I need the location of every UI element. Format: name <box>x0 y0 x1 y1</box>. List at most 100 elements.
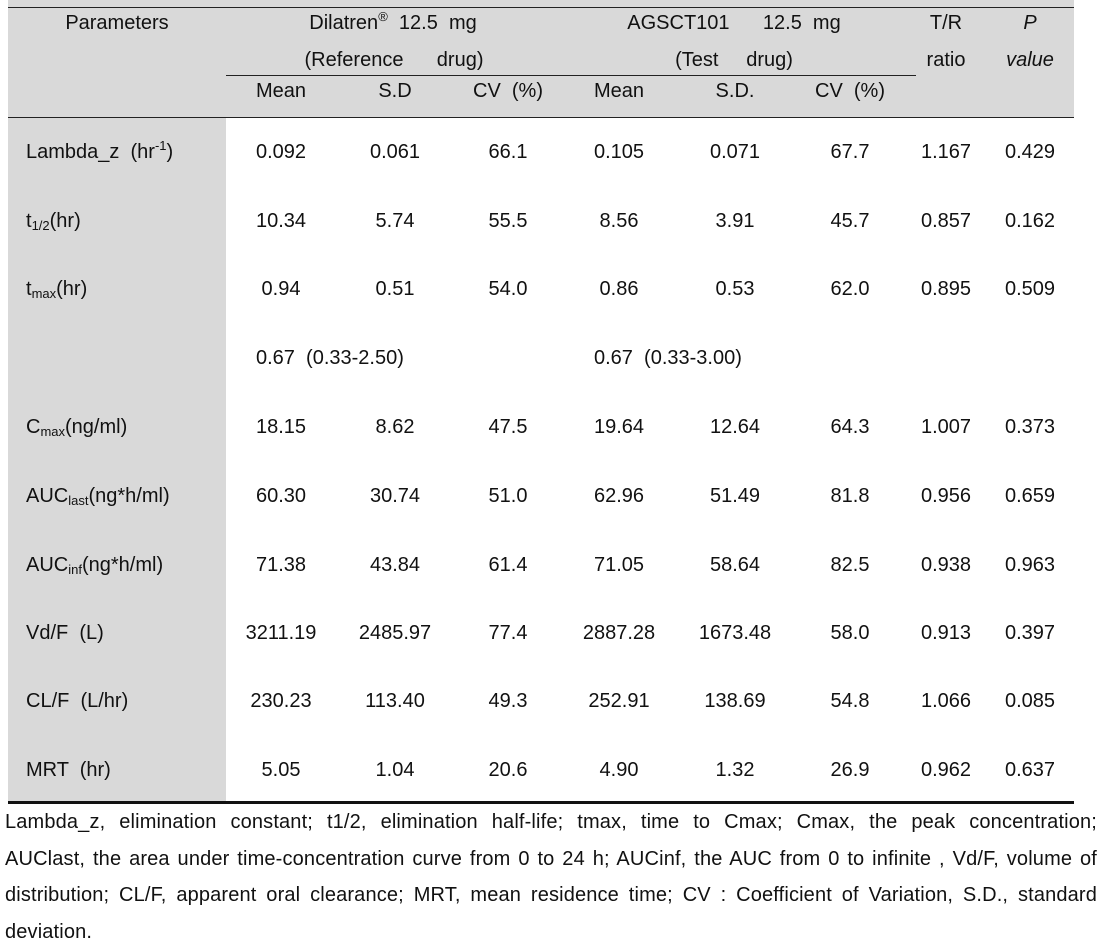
row-label: Vd/F (L) <box>26 622 104 644</box>
cell-ref-mean: 5.05 <box>261 759 301 781</box>
cell-test-sd: 3.91 <box>715 210 755 232</box>
cell-ref-sd: 113.40 <box>365 690 425 712</box>
cell-test-mean: 8.56 <box>599 210 639 232</box>
cell-ref-cv: 61.4 <box>488 554 528 576</box>
cell-test-sd: 51.49 <box>709 485 761 507</box>
cell-p-value: 0.085 <box>1004 690 1056 712</box>
subheader-test-mean: Mean <box>593 80 645 102</box>
cell-ref-cv: 49.3 <box>488 690 528 712</box>
row-label: Lambda_z (hr-1) <box>26 138 174 163</box>
cell-p-value: 0.963 <box>1004 554 1056 576</box>
top-rule <box>8 7 1074 8</box>
cell-test-cv: 26.9 <box>830 759 870 781</box>
cell-test-mean: 4.90 <box>599 759 639 781</box>
cell-test-sd: 0.071 <box>709 141 761 163</box>
header-bottom-rule <box>8 117 1074 118</box>
cell-test-cv: 58.0 <box>830 622 870 644</box>
cell-tr-ratio: 1.007 <box>920 416 972 438</box>
cell-test-mean: 71.05 <box>593 554 645 576</box>
cell-ref-cv: 20.6 <box>488 759 528 781</box>
subheader-ref-sd: S.D <box>378 80 412 102</box>
cell-test-median-range: 0.67 (0.33-3.00) <box>594 347 742 369</box>
cell-ref-mean: 10.34 <box>255 210 307 232</box>
cell-test-mean: 62.96 <box>593 485 645 507</box>
subheader-ref-cv: CV (%) <box>473 80 543 102</box>
cell-ref-cv: 55.5 <box>488 210 528 232</box>
cell-ref-mean: 0.092 <box>255 141 307 163</box>
cell-ref-sd: 1.04 <box>375 759 415 781</box>
cell-test-mean: 0.86 <box>599 278 639 300</box>
cell-ref-sd: 2485.97 <box>358 622 432 644</box>
cell-tr-ratio: 1.066 <box>920 690 972 712</box>
cell-ref-median-range: 0.67 (0.33-2.50) <box>256 347 404 369</box>
cell-tr-ratio: 0.857 <box>920 210 972 232</box>
header-test-drug-role: (Test drug) <box>675 49 793 71</box>
cell-ref-cv: 47.5 <box>488 416 528 438</box>
cell-test-cv: 62.0 <box>830 278 870 300</box>
cell-ref-mean: 18.15 <box>255 416 307 438</box>
cell-ref-cv: 51.0 <box>488 485 528 507</box>
cell-ref-sd: 43.84 <box>369 554 421 576</box>
cell-tr-ratio: 0.938 <box>920 554 972 576</box>
cell-ref-mean: 60.30 <box>255 485 307 507</box>
header-shading <box>8 0 1074 118</box>
cell-test-cv: 67.7 <box>830 141 870 163</box>
cell-test-sd: 12.64 <box>709 416 761 438</box>
row-label: tmax(hr) <box>26 278 88 301</box>
cell-p-value: 0.659 <box>1004 485 1056 507</box>
row-label: AUClast(ng*h/ml) <box>26 485 170 508</box>
cell-ref-sd: 0.061 <box>369 141 421 163</box>
cell-ref-cv: 66.1 <box>488 141 528 163</box>
pk-parameters-table: Parameters Dilatren® 12.5 mg (Reference … <box>8 0 1074 806</box>
group-underline <box>226 75 916 76</box>
cell-ref-mean: 71.38 <box>255 554 307 576</box>
cell-test-cv: 64.3 <box>830 416 870 438</box>
cell-test-sd: 1673.48 <box>698 622 772 644</box>
header-reference-drug-role: (Reference drug) <box>304 49 484 71</box>
cell-test-cv: 54.8 <box>830 690 870 712</box>
cell-ref-sd: 8.62 <box>375 416 415 438</box>
header-tr-ratio-line2: ratio <box>926 49 966 71</box>
cell-ref-mean: 230.23 <box>250 690 312 712</box>
cell-p-value: 0.429 <box>1004 141 1056 163</box>
cell-test-mean: 252.91 <box>588 690 650 712</box>
cell-test-mean: 19.64 <box>593 416 645 438</box>
row-label: CL/F (L/hr) <box>26 690 129 712</box>
cell-ref-mean: 0.94 <box>261 278 301 300</box>
header-parameters: Parameters <box>65 12 169 34</box>
row-label: t1/2(hr) <box>26 210 81 233</box>
cell-test-sd: 58.64 <box>709 554 761 576</box>
row-label: AUCinf(ng*h/ml) <box>26 554 164 577</box>
cell-tr-ratio: 0.895 <box>920 278 972 300</box>
cell-test-cv: 81.8 <box>830 485 870 507</box>
cell-tr-ratio: 1.167 <box>920 141 972 163</box>
cell-ref-cv: 54.0 <box>488 278 528 300</box>
cell-tr-ratio: 0.962 <box>920 759 972 781</box>
header-test-drug-name: AGSCT101 12.5 mg <box>627 12 841 34</box>
row-label: MRT (hr) <box>26 759 111 781</box>
header-p-value-line2: value <box>1006 49 1054 71</box>
cell-test-mean: 2887.28 <box>582 622 656 644</box>
cell-tr-ratio: 0.956 <box>920 485 972 507</box>
cell-test-sd: 1.32 <box>715 759 755 781</box>
cell-test-cv: 45.7 <box>830 210 870 232</box>
cell-test-sd: 138.69 <box>704 690 766 712</box>
header-tr-ratio-line1: T/R <box>929 12 963 34</box>
table-bottom-rule <box>8 801 1074 804</box>
subheader-test-sd: S.D. <box>715 80 755 102</box>
cell-p-value: 0.509 <box>1004 278 1056 300</box>
cell-p-value: 0.373 <box>1004 416 1056 438</box>
cell-test-cv: 82.5 <box>830 554 870 576</box>
cell-p-value: 0.162 <box>1004 210 1056 232</box>
table-footnote: Lambda_z, elimination constant; t1/2, el… <box>5 811 1097 943</box>
cell-test-sd: 0.53 <box>715 278 755 300</box>
subheader-ref-mean: Mean <box>255 80 307 102</box>
header-reference-drug-name: Dilatren® 12.5 mg <box>309 9 477 34</box>
header-p-value-line1: P <box>1023 12 1037 34</box>
subheader-test-cv: CV (%) <box>815 80 885 102</box>
row-label: Cmax(ng/ml) <box>26 416 128 439</box>
cell-p-value: 0.397 <box>1004 622 1056 644</box>
cell-p-value: 0.637 <box>1004 759 1056 781</box>
cell-ref-mean: 3211.19 <box>245 622 317 644</box>
parameter-column-shading <box>8 118 226 802</box>
